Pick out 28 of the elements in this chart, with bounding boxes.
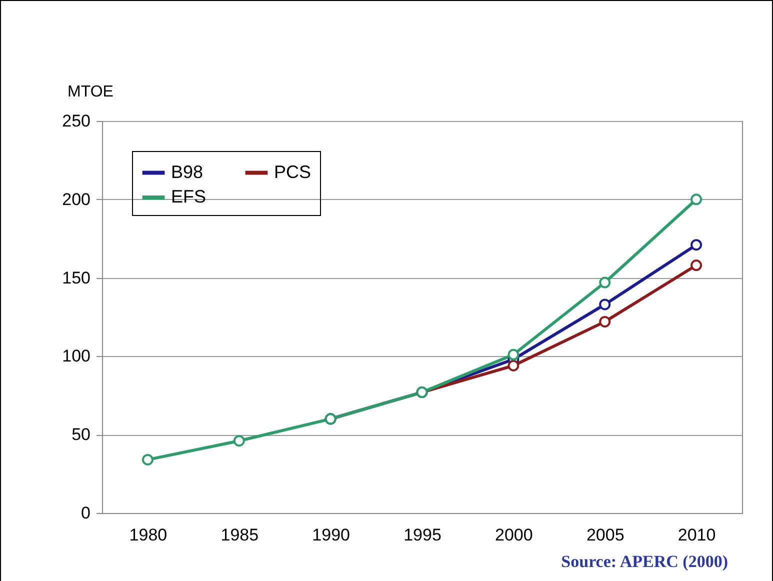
x-tick-label: 1980 <box>129 526 168 544</box>
point <box>233 435 245 447</box>
legend-label: B98 <box>171 162 204 182</box>
legend-label: EFS <box>171 186 206 206</box>
point <box>690 239 702 251</box>
point <box>690 194 702 206</box>
point <box>142 454 154 466</box>
x-tick-label: 2010 <box>678 526 716 544</box>
point <box>508 360 520 372</box>
y-tick-label: 0 <box>81 504 90 522</box>
legend-label: PCS <box>274 162 312 182</box>
point <box>508 348 520 360</box>
y-tick-label: 150 <box>62 268 90 288</box>
point <box>599 316 611 328</box>
x-tick-label: 1985 <box>220 526 259 544</box>
y-tick-label: 100 <box>62 346 90 366</box>
x-tick-label: 1995 <box>404 526 442 544</box>
x-tick-label: 2000 <box>495 526 533 544</box>
x-tick-label: 1990 <box>312 526 350 544</box>
y-tick-label: 50 <box>72 425 90 444</box>
point <box>690 260 702 271</box>
y-tick-label: 250 <box>62 112 90 130</box>
x-tick-label: 2005 <box>586 526 624 544</box>
y-tick-label: 200 <box>62 190 90 209</box>
point <box>599 276 611 288</box>
source-note: Source: APERC (2000) <box>561 552 728 572</box>
point <box>599 298 611 310</box>
y-axis-title: MTOE <box>68 84 114 100</box>
